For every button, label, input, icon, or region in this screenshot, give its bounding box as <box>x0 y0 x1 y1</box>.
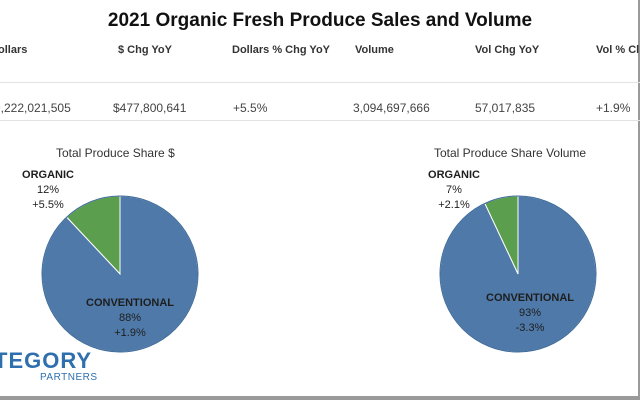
pie-volume-organic-change: +2.1% <box>438 199 470 211</box>
header-volume-pct-change: Vol % Cl <box>596 44 640 56</box>
metrics-table: ollars $ Chg YoY Dollars % Chg YoY Volum… <box>0 36 640 122</box>
pie-dollars-title: Total Produce Share $ <box>56 146 175 160</box>
value-volume: 3,094,697,666 <box>353 101 430 115</box>
logo-wordmark: TEGORY <box>0 348 93 373</box>
value-dollar-change: $477,800,641 <box>113 101 187 115</box>
value-volume-pct-change: +1.9% <box>596 101 631 115</box>
pie-dollars-organic-share: 12% <box>36 184 60 196</box>
logo-subtitle: PARTNERS <box>40 372 98 383</box>
pie-volume-organic-share: 7% <box>446 184 462 196</box>
header-dollar-change: $ Chg YoY <box>118 44 172 56</box>
header-dollars: ollars <box>0 44 28 56</box>
pie-outline <box>41 195 199 353</box>
dashboard-title: 2021 Organic Fresh Produce Sales and Vol… <box>107 10 533 31</box>
company-logo: TEGORY PARTNERS <box>0 348 100 388</box>
pie-dollars-conventional-change: +1.9% <box>114 327 146 339</box>
pie-dollars-conventional-share: 88% <box>118 312 142 324</box>
pie-volume-conventional-share: 93% <box>518 307 542 319</box>
value-volume-change: 57,017,835 <box>475 101 536 115</box>
pie-dollars-conventional-name: CONVENTIONAL <box>86 297 174 309</box>
pie-volume <box>439 195 597 353</box>
value-dollars: 9,222,021,505 <box>0 101 71 115</box>
pie-dollars-organic-name: ORGANIC <box>22 169 74 181</box>
pie-volume-title: Total Produce Share Volume <box>434 146 587 160</box>
pie-dollars-organic-label: ORGANIC 12% +5.5% <box>18 168 78 213</box>
pie-volume-organic-name: ORGANIC <box>428 169 480 181</box>
table-divider <box>0 120 640 121</box>
header-dollar-pct-change: Dollars % Chg YoY <box>232 44 331 56</box>
pie-outline <box>439 195 597 353</box>
table-divider <box>0 82 640 83</box>
pie-dollars-organic-change: +5.5% <box>32 199 64 211</box>
pie-volume-organic-label: ORGANIC 7% +2.1% <box>424 168 484 213</box>
pie-volume-conventional-name: CONVENTIONAL <box>486 292 574 304</box>
pie-volume-conventional-change: -3.3% <box>515 322 545 334</box>
pie-dollars <box>41 195 199 353</box>
pie-dollars-conventional-label: CONVENTIONAL 88% +1.9% <box>78 296 182 341</box>
value-dollar-pct-change: +5.5% <box>233 101 268 115</box>
header-volume-change: Vol Chg YoY <box>475 44 540 56</box>
pie-volume-conventional-label: CONVENTIONAL 93% -3.3% <box>478 291 582 336</box>
header-volume: Volume <box>355 44 394 56</box>
